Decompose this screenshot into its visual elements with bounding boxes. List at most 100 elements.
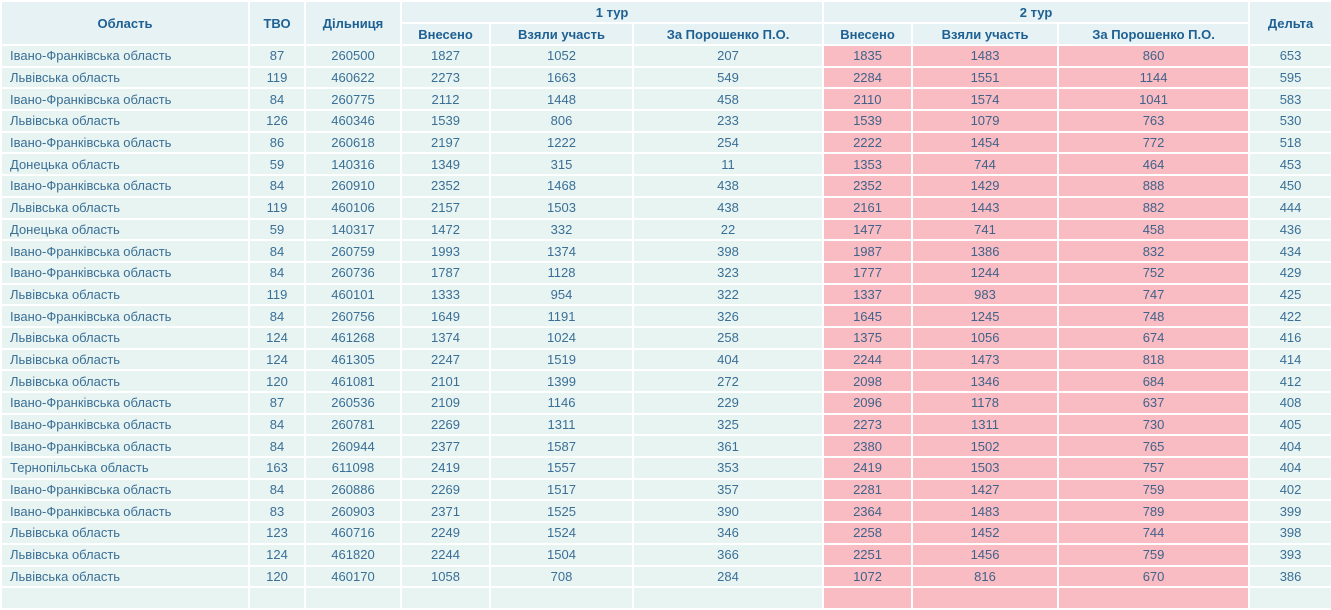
cell-r2-vneseno: 1072 [822, 564, 914, 589]
cell-r2-poroshenko [1057, 586, 1251, 610]
cell-r2-poroshenko: 789 [1057, 499, 1251, 524]
cell-r2-poroshenko: 882 [1057, 195, 1251, 220]
cell-station: 461081 [304, 369, 402, 393]
cell-r2-poroshenko: 757 [1057, 456, 1251, 480]
cell-r2-vneseno: 2273 [822, 412, 914, 437]
cell-delta: 402 [1248, 477, 1331, 502]
cell-r1-uchast [489, 586, 634, 610]
results-table-body: Івано-Франківська область 87 260500 1827 105… [0, 44, 1331, 610]
cell-r1-vneseno [400, 586, 491, 610]
cell-r1-vneseno: 2109 [400, 391, 491, 415]
cell-r2-poroshenko: 684 [1057, 369, 1251, 393]
cell-delta: 414 [1248, 347, 1331, 372]
header-round2: 2 тур [822, 0, 1251, 24]
header-r1-poroshenko[interactable]: За Порошенко П.О. [631, 22, 825, 46]
cell-r1-poroshenko: 398 [631, 239, 825, 263]
table-row: Львівська область 119 460622 2273 1663 549 228… [0, 65, 1331, 90]
cell-delta: 404 [1248, 434, 1331, 459]
cell-r1-vneseno: 2371 [400, 499, 491, 524]
cell-r2-vneseno [822, 586, 914, 610]
header-region[interactable]: Область [0, 0, 250, 46]
cell-station [304, 586, 402, 610]
cell-station: 260500 [304, 44, 402, 68]
cell-tvo: 84 [248, 434, 306, 459]
cell-r2-vneseno: 2161 [822, 195, 914, 220]
cell-tvo: 59 [248, 217, 306, 242]
cell-tvo: 84 [248, 412, 306, 437]
table-row: Івано-Франківська область 86 260618 2197 122… [0, 130, 1331, 155]
cell-r1-vneseno: 1539 [400, 109, 491, 133]
cell-r1-uchast: 1374 [489, 239, 634, 263]
cell-delta: 653 [1248, 44, 1331, 68]
cell-r1-vneseno: 1333 [400, 282, 491, 307]
cell-r2-vneseno: 2110 [822, 87, 914, 112]
cell-delta: 453 [1248, 152, 1331, 177]
header-station[interactable]: Дільниця [304, 0, 402, 46]
cell-r1-uchast: 1448 [489, 87, 634, 112]
cell-r1-uchast: 1663 [489, 65, 634, 90]
cell-delta: 595 [1248, 65, 1331, 90]
cell-r1-uchast: 1503 [489, 195, 634, 220]
cell-station: 260775 [304, 87, 402, 112]
cell-station: 461820 [304, 542, 402, 567]
cell-r1-poroshenko: 353 [631, 456, 825, 480]
cell-r2-vneseno: 2352 [822, 174, 914, 198]
header-r2-poroshenko[interactable]: За Порошенко П.О. [1057, 22, 1251, 46]
cell-r2-poroshenko: 637 [1057, 391, 1251, 415]
cell-tvo: 119 [248, 65, 306, 90]
cell-delta: 422 [1248, 304, 1331, 328]
cell-r1-vneseno: 2249 [400, 521, 491, 545]
cell-r1-uchast: 806 [489, 109, 634, 133]
cell-r1-poroshenko: 458 [631, 87, 825, 112]
table-row: Львівська область 120 460170 1058 708 284 1072… [0, 564, 1331, 589]
header-delta[interactable]: Дельта [1248, 0, 1331, 46]
cell-r2-poroshenko: 832 [1057, 239, 1251, 263]
table-row: Івано-Франківська область 84 260781 2269 131… [0, 412, 1331, 437]
cell-region: Івано-Франківська область [0, 499, 250, 524]
cell-r2-poroshenko: 759 [1057, 542, 1251, 567]
cell-tvo: 119 [248, 282, 306, 307]
cell-r2-uchast: 1386 [911, 239, 1060, 263]
cell-r2-poroshenko: 748 [1057, 304, 1251, 328]
header-r2-uchast[interactable]: Взяли участь [911, 22, 1060, 46]
table-row: Івано-Франківська область 84 260910 2352 146… [0, 174, 1331, 198]
header-r2-vneseno[interactable]: Внесено [822, 22, 914, 46]
table-row: Львівська область 124 461305 2247 1519 404 224… [0, 347, 1331, 372]
cell-r2-uchast: 983 [911, 282, 1060, 307]
table-row: Івано-Франківська область 87 260536 2109 114… [0, 391, 1331, 415]
header-r1-vneseno[interactable]: Внесено [400, 22, 491, 46]
cell-r2-uchast: 1456 [911, 542, 1060, 567]
cell-r2-uchast: 1244 [911, 260, 1060, 285]
cell-r2-poroshenko: 458 [1057, 217, 1251, 242]
cell-r2-vneseno: 1337 [822, 282, 914, 307]
cell-station: 460106 [304, 195, 402, 220]
cell-r1-poroshenko: 361 [631, 434, 825, 459]
cell-r1-poroshenko: 357 [631, 477, 825, 502]
cell-r2-uchast: 816 [911, 564, 1060, 589]
header-r1-uchast[interactable]: Взяли участь [489, 22, 634, 46]
cell-region: Івано-Франківська область [0, 239, 250, 263]
cell-r2-poroshenko: 1041 [1057, 87, 1251, 112]
cell-tvo: 119 [248, 195, 306, 220]
cell-station: 460101 [304, 282, 402, 307]
cell-tvo: 124 [248, 542, 306, 567]
cell-r2-poroshenko: 730 [1057, 412, 1251, 437]
cell-r1-poroshenko: 229 [631, 391, 825, 415]
table-row: Івано-Франківська область 84 260736 1787 112… [0, 260, 1331, 285]
cell-station: 461305 [304, 347, 402, 372]
cell-r2-uchast: 1429 [911, 174, 1060, 198]
cell-r1-poroshenko: 390 [631, 499, 825, 524]
cell-r2-uchast: 1178 [911, 391, 1060, 415]
cell-tvo: 84 [248, 477, 306, 502]
cell-r1-uchast: 1191 [489, 304, 634, 328]
cell-r1-poroshenko: 11 [631, 152, 825, 177]
cell-r1-poroshenko: 549 [631, 65, 825, 90]
cell-r1-poroshenko: 322 [631, 282, 825, 307]
cell-tvo: 120 [248, 369, 306, 393]
cell-r2-uchast: 1079 [911, 109, 1060, 133]
cell-delta: 398 [1248, 521, 1331, 545]
header-tvo[interactable]: ТВО [248, 0, 306, 46]
cell-delta: 416 [1248, 325, 1331, 350]
cell-region: Львівська область [0, 369, 250, 393]
